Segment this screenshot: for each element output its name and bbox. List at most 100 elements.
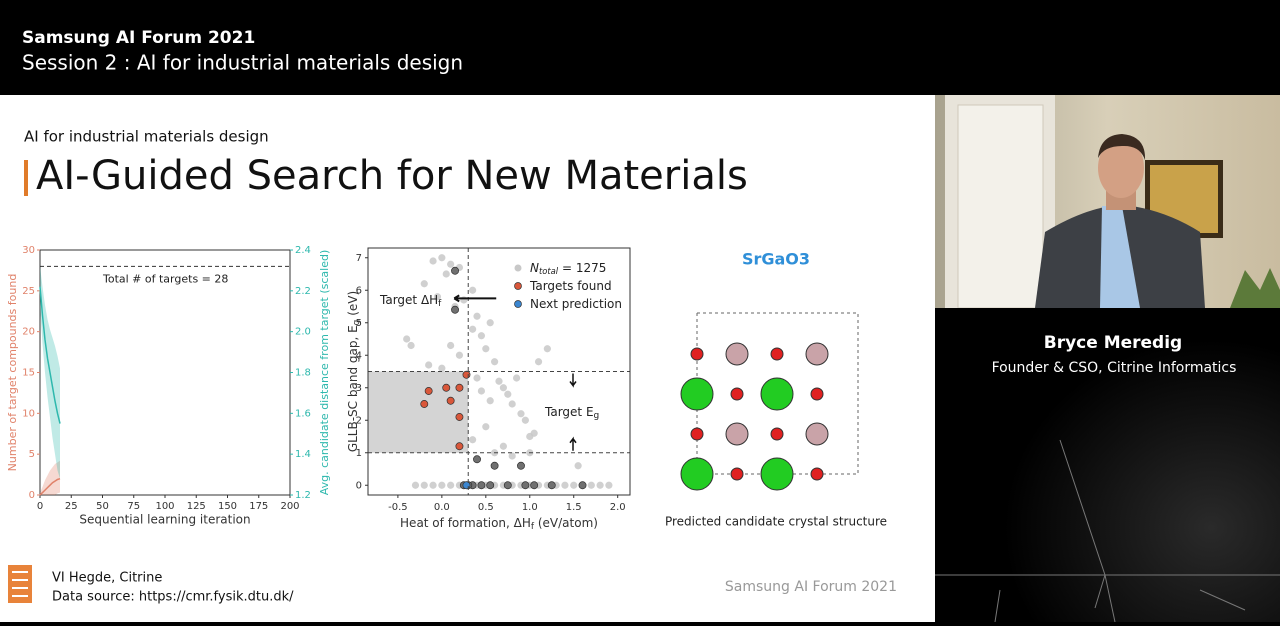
point <box>491 358 499 366</box>
point <box>504 390 512 398</box>
point <box>455 442 464 451</box>
legend-text: Next prediction <box>530 297 622 311</box>
y2-tick-label: 1.6 <box>295 408 311 419</box>
x-tick-label: 150 <box>218 501 237 512</box>
y-tick-label: 0 <box>29 490 35 501</box>
y-tick-label: 5 <box>29 449 35 460</box>
y2-tick-label: 2.0 <box>295 327 311 338</box>
speaker-panel <box>935 308 1280 622</box>
y-axis-label: GLLB-SC band gap, Eg (eV) <box>346 291 362 452</box>
point <box>429 257 437 265</box>
x-tick-label: 0.0 <box>434 502 450 513</box>
crystal-caption: Predicted candidate crystal structure <box>665 515 887 529</box>
point <box>442 270 450 278</box>
legend-symbol: N <box>530 261 539 275</box>
y2-axis-label: Avg. candidate distance from target (sca… <box>318 250 331 496</box>
point <box>438 364 446 372</box>
line <box>39 477 61 496</box>
x-axis-label: Heat of formation, ΔHf (eV/atom) <box>400 516 598 532</box>
x-axis-label: Sequential learning iteration <box>79 513 250 527</box>
line <box>39 286 61 424</box>
plot-frame <box>367 247 631 496</box>
x-tick-label: 200 <box>280 501 299 512</box>
point <box>499 442 507 450</box>
point <box>447 341 455 350</box>
x-tick-label: 125 <box>187 501 206 512</box>
point <box>433 293 442 301</box>
y-axis-label-part: GLLB-SC band gap, E <box>346 325 360 452</box>
point <box>455 383 464 392</box>
annotation-part: Target ΔH <box>379 293 438 307</box>
y-tick-label: 20 <box>22 327 35 338</box>
point <box>425 361 433 369</box>
session-title: Session 2 : AI for industrial materials … <box>22 51 463 75</box>
point <box>451 266 459 275</box>
annotation-part: f <box>438 299 442 309</box>
point <box>469 436 477 444</box>
point <box>469 325 477 333</box>
y-tick-label: 7 <box>356 253 362 264</box>
legend-marker <box>514 282 522 290</box>
point <box>420 400 429 408</box>
annotation-part: g <box>594 411 600 421</box>
point <box>490 461 499 470</box>
watermark: Samsung AI Forum 2021 <box>725 579 897 595</box>
point <box>451 305 459 314</box>
y-tick-label: 6 <box>356 285 362 296</box>
point <box>517 461 525 470</box>
x-axis-label-part: (eV/atom) <box>534 516 598 530</box>
x-tick-label: 2.0 <box>610 502 626 513</box>
point <box>438 481 446 489</box>
x-tick-label: 1.5 <box>566 502 582 513</box>
annotation: Target Eg <box>544 405 599 421</box>
y-axis-label: Number of target compounds found <box>6 274 19 472</box>
point <box>486 319 494 327</box>
y-tick-label: 4 <box>356 350 362 361</box>
legend-entry: Targets found <box>529 279 612 293</box>
point <box>473 455 481 464</box>
legend-text: Targets found <box>529 279 612 293</box>
point <box>570 481 578 489</box>
point <box>486 397 494 405</box>
y2-tick-label: 1.8 <box>295 368 311 379</box>
legend-text: = 1275 <box>558 261 606 275</box>
atoms <box>680 342 829 491</box>
point <box>469 286 477 294</box>
y-tick-label: 0 <box>356 480 362 491</box>
speaker-video <box>935 95 1280 309</box>
point <box>521 416 529 424</box>
legend-entry: Next prediction <box>530 297 622 311</box>
point <box>574 462 582 470</box>
x-tick-label: 0 <box>37 501 43 512</box>
point <box>578 481 587 490</box>
point <box>534 358 543 366</box>
point <box>411 481 420 489</box>
crystal: SrGaO3 Predicted candidate crystal struc… <box>665 250 887 529</box>
top-bar <box>0 0 1280 95</box>
y-axis-label-part: (eV) <box>346 291 360 320</box>
point <box>486 481 495 490</box>
x-tick-label: 1.0 <box>522 502 538 513</box>
y-tick-label: 10 <box>22 408 35 419</box>
y-tick-label: 1 <box>356 448 362 459</box>
band <box>40 460 60 495</box>
crystal-formula: SrGaO3 <box>742 250 810 269</box>
speaker-name: Bryce Meredig <box>1044 333 1182 353</box>
point <box>403 335 411 343</box>
point <box>455 413 464 421</box>
point <box>477 332 486 340</box>
legend-marker <box>514 300 522 308</box>
point <box>442 383 451 392</box>
chart-left: 0 25 50 75 100 125 150 175 200 0 5 10 15 20 25 30 1.2 1.4… <box>6 245 331 527</box>
x-tick-label: 175 <box>249 501 268 512</box>
point <box>530 481 539 490</box>
x-tick-label: 50 <box>96 501 109 512</box>
slide-kicker: AI for industrial materials design <box>24 128 269 146</box>
point <box>605 481 613 489</box>
x-tick-label: -0.5 <box>388 502 408 513</box>
point <box>447 260 455 268</box>
event-title: Samsung AI Forum 2021 <box>22 28 255 48</box>
point <box>477 481 486 490</box>
point <box>477 387 486 395</box>
